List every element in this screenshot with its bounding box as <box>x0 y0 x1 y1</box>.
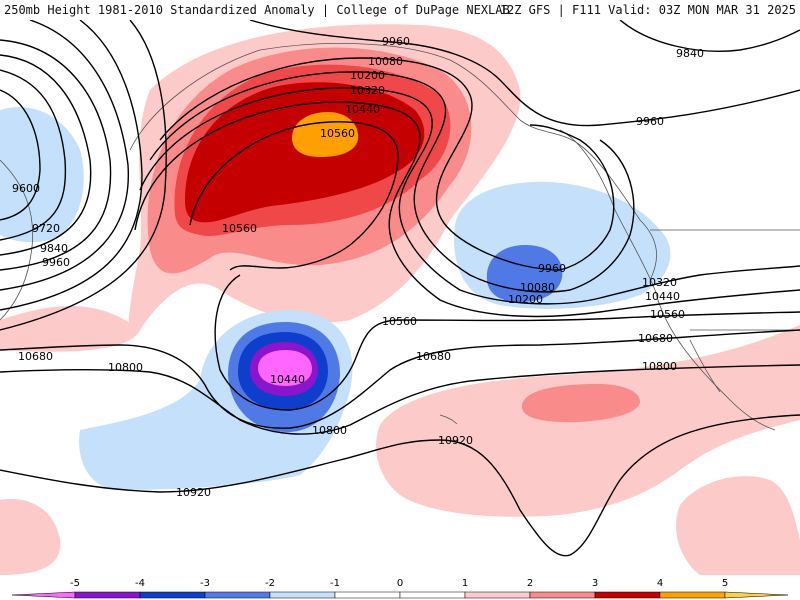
model-valid-time: 12Z GFS | F111 Valid: 03Z MON MAR 31 202… <box>499 3 796 17</box>
colorbar-tick-label: 2 <box>527 578 533 589</box>
colorbar-segment <box>464 591 531 599</box>
colorbar-segment <box>399 591 466 599</box>
contour-label: 9960 <box>636 115 664 128</box>
contour-10920 <box>0 414 800 557</box>
contour-10080 <box>159 57 615 271</box>
contour-west-9960 <box>0 39 112 271</box>
contour-west-10080 <box>0 20 130 291</box>
anomaly-fills <box>0 24 800 575</box>
contour-10440 <box>134 101 800 318</box>
colorbar-tick-label: -5 <box>70 578 80 589</box>
map-title: 250mb Height 1981-2010 Standardized Anom… <box>4 3 510 17</box>
contour-west-10200 <box>0 20 143 311</box>
contour-label: 10080 <box>520 281 555 294</box>
contour-label: 9720 <box>32 222 60 235</box>
anomaly-pos5-center <box>292 112 359 157</box>
colorbar-segment <box>334 591 401 599</box>
contour-10560-central <box>214 274 800 411</box>
coastline-hawaii <box>439 414 458 425</box>
colorbar-tick-label: 1 <box>462 578 468 589</box>
contour-label: 10560 <box>382 315 417 328</box>
colorbar-tick-label: -2 <box>265 578 275 589</box>
colorbar-segment <box>269 591 336 599</box>
contour-label: 10920 <box>438 434 473 447</box>
colorbar-segment <box>659 591 726 599</box>
colorbar-tick-label: 0 <box>397 578 403 589</box>
contour-9840-north <box>619 20 800 52</box>
contour-label: 10440 <box>645 290 680 303</box>
colorbar-segment <box>204 591 271 599</box>
colorbar-segments <box>11 591 789 599</box>
contour-label: 10560 <box>222 222 257 235</box>
colorbar-tick-label: -4 <box>135 578 145 589</box>
coastline-asia <box>0 159 34 321</box>
contour-10320 <box>139 87 800 305</box>
contour-labels: 9960 9840 10080 10200 10320 10440 10560 … <box>12 35 704 499</box>
colorbar-arrow-low <box>11 591 76 599</box>
contour-west-9720 <box>0 69 67 241</box>
colorbar-segment <box>139 591 206 599</box>
coastline-us-west <box>654 289 776 431</box>
map-header: 250mb Height 1981-2010 Standardized Anom… <box>0 0 800 20</box>
anomaly-neg1-east <box>454 181 671 309</box>
contour-label: 10080 <box>368 55 403 68</box>
contour-label: 10800 <box>312 424 347 437</box>
anomaly-colorbar: -5 -4 -3 -2 -1 0 1 2 3 4 5 <box>11 578 789 599</box>
contour-label: 9960 <box>382 35 410 48</box>
contour-label: 10320 <box>350 84 385 97</box>
contour-label: 10440 <box>345 103 380 116</box>
contour-west-10320 <box>0 20 167 331</box>
anomaly-pos1-tail <box>0 306 140 352</box>
anomaly-pos1-southwest <box>0 499 61 575</box>
contour-10200 <box>149 71 635 293</box>
contour-label: 10920 <box>176 486 211 499</box>
coastline-baja <box>689 339 721 393</box>
contour-west-9600 <box>0 89 41 221</box>
contour-label: 9960 <box>538 262 566 275</box>
anomaly-pos2-subtropical <box>521 383 640 423</box>
contour-label: 10560 <box>320 127 355 140</box>
contour-label: 10680 <box>416 350 451 363</box>
contour-9960-north <box>249 20 800 127</box>
contour-west-9840 <box>0 54 92 256</box>
anomaly-neg5-central <box>258 350 312 386</box>
colorbar-tick-label: 3 <box>592 578 598 589</box>
colorbar-tick-label: -3 <box>200 578 210 589</box>
colorbar-segment <box>74 591 141 599</box>
contour-label: 10680 <box>18 350 53 363</box>
contour-10680-central <box>0 329 800 429</box>
contour-label: 9840 <box>40 242 68 255</box>
contour-label: 9840 <box>676 47 704 60</box>
contour-label: 10560 <box>650 308 685 321</box>
contour-label: 10800 <box>108 361 143 374</box>
contour-label: 10440 <box>270 373 305 386</box>
colorbar-segment <box>594 591 661 599</box>
contour-10800-central <box>0 364 800 435</box>
contour-label: 10800 <box>642 360 677 373</box>
contour-label: 10200 <box>350 69 385 82</box>
colorbar-tick-label: 4 <box>657 578 663 589</box>
anomaly-map: 9960 9840 10080 10200 10320 10440 10560 … <box>0 20 800 583</box>
contour-label: 9600 <box>12 182 40 195</box>
colorbar-tick-label: 5 <box>722 578 728 589</box>
contour-10560-ridge <box>189 121 399 271</box>
colorbar-segment <box>529 591 596 599</box>
contour-label: 10680 <box>638 332 673 345</box>
colorbar-arrow-high <box>724 591 789 599</box>
colorbar-tick-label: -1 <box>330 578 340 589</box>
contour-label: 9960 <box>42 256 70 269</box>
anomaly-pos1-southeast <box>676 476 800 575</box>
colorbar-labels: -5 -4 -3 -2 -1 0 1 2 3 4 5 <box>70 578 728 589</box>
height-contours <box>0 20 800 557</box>
contour-label: 10200 <box>508 293 543 306</box>
coastline-canada-west <box>559 129 656 291</box>
contour-label: 10320 <box>642 276 677 289</box>
